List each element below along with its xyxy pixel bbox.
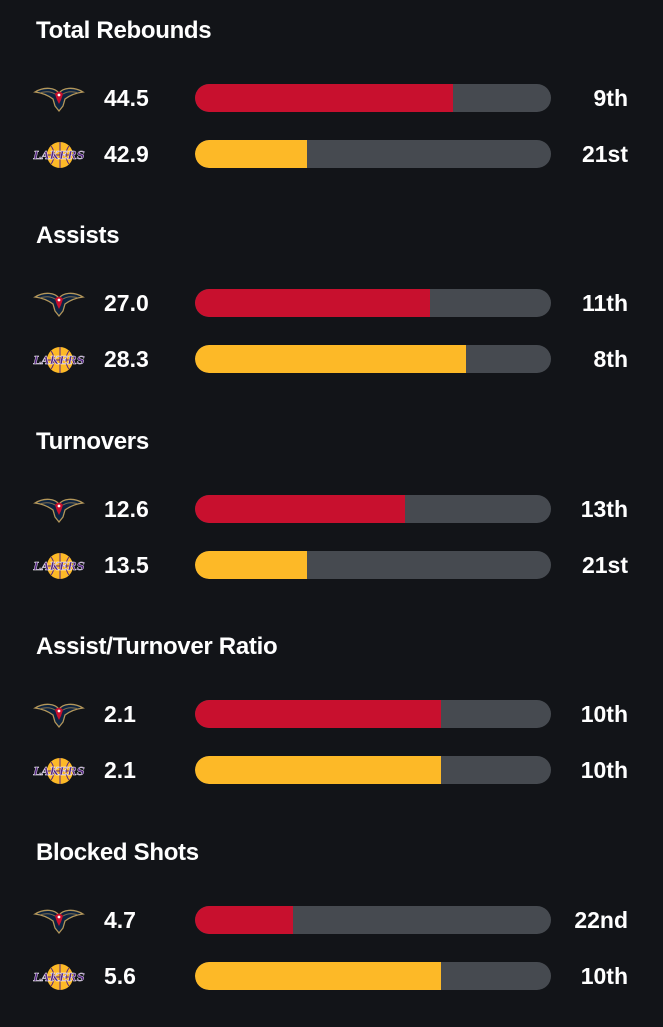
league-rank: 8th	[593, 346, 629, 372]
bar-fill	[195, 495, 405, 523]
section-title: Blocked Shots	[36, 839, 199, 866]
league-rank: 10th	[580, 963, 628, 989]
svg-text:LAKERS: LAKERS	[33, 354, 85, 367]
svg-text:LAKERS: LAKERS	[33, 765, 85, 778]
section-title: Turnovers	[36, 428, 149, 455]
league-rank: 13th	[580, 496, 628, 522]
stat-value: 44.5	[104, 85, 149, 111]
pelicans-logo-icon	[33, 904, 85, 936]
league-rank: 10th	[580, 757, 628, 783]
stat-row-lakers: LAKERS 13.5 21st	[0, 545, 663, 585]
stat-value: 12.6	[104, 496, 149, 522]
stat-row-pelicans: 2.1 10th	[0, 694, 663, 734]
section-title: Total Rebounds	[36, 17, 212, 44]
comparison-bar	[195, 962, 551, 990]
stat-row-lakers: LAKERS 2.1 10th	[0, 750, 663, 790]
stat-section-total-rebounds: Total Rebounds 44.5 9th LAKERS 42.9 21st	[0, 0, 663, 205]
comparison-bar	[195, 495, 551, 523]
stat-row-pelicans: 44.5 9th	[0, 78, 663, 118]
pelicans-logo-icon	[33, 82, 85, 114]
svg-text:LAKERS: LAKERS	[33, 971, 85, 984]
stat-value: 5.6	[104, 963, 136, 989]
comparison-bar	[195, 84, 551, 112]
stat-row-pelicans: 27.0 11th	[0, 283, 663, 323]
stat-value: 27.0	[104, 290, 149, 316]
stat-row-lakers: LAKERS 5.6 10th	[0, 956, 663, 996]
stat-section-turnovers: Turnovers 12.6 13th LAKERS 13.5 21st	[0, 411, 663, 616]
lakers-logo-icon: LAKERS	[33, 754, 85, 786]
comparison-bar	[195, 756, 551, 784]
comparison-bar	[195, 289, 551, 317]
pelicans-logo-icon	[33, 698, 85, 730]
comparison-bar	[195, 551, 551, 579]
bar-fill	[195, 289, 430, 317]
lakers-logo-icon: LAKERS	[33, 960, 85, 992]
svg-text:LAKERS: LAKERS	[33, 149, 85, 162]
stat-row-lakers: LAKERS 42.9 21st	[0, 134, 663, 174]
bar-fill	[195, 962, 441, 990]
comparison-bar	[195, 140, 551, 168]
stat-value: 28.3	[104, 346, 149, 372]
bar-fill	[195, 345, 466, 373]
comparison-bar	[195, 345, 551, 373]
league-rank: 21st	[581, 141, 628, 167]
lakers-logo-icon: LAKERS	[33, 138, 85, 170]
stat-value: 42.9	[104, 141, 149, 167]
stat-value: 2.1	[104, 701, 136, 727]
lakers-logo-icon: LAKERS	[33, 343, 85, 375]
pelicans-logo-icon	[33, 493, 85, 525]
comparison-bar	[195, 700, 551, 728]
lakers-logo-icon: LAKERS	[33, 549, 85, 581]
stat-value: 13.5	[104, 552, 149, 578]
pelicans-logo-icon	[33, 287, 85, 319]
comparison-bar	[195, 906, 551, 934]
stat-section-blocked-shots: Blocked Shots 4.7 22nd LAKERS 5.6 10th	[0, 822, 663, 1027]
league-rank: 10th	[580, 701, 628, 727]
league-rank: 11th	[581, 290, 628, 316]
bar-fill	[195, 84, 453, 112]
bar-fill	[195, 756, 441, 784]
stat-section-assists: Assists 27.0 11th LAKERS 28.3 8th	[0, 205, 663, 410]
bar-fill	[195, 700, 441, 728]
bar-fill	[195, 551, 307, 579]
league-rank: 21st	[581, 552, 628, 578]
svg-text:LAKERS: LAKERS	[33, 560, 85, 573]
section-title: Assist/Turnover Ratio	[36, 633, 278, 660]
stat-row-pelicans: 12.6 13th	[0, 489, 663, 529]
stat-value: 4.7	[104, 907, 136, 933]
bar-fill	[195, 906, 293, 934]
bar-fill	[195, 140, 307, 168]
stat-row-pelicans: 4.7 22nd	[0, 900, 663, 940]
stat-value: 2.1	[104, 757, 136, 783]
stat-section-assist-turnover-ratio: Assist/Turnover Ratio 2.1 10th LAKERS 2.…	[0, 616, 663, 821]
stat-row-lakers: LAKERS 28.3 8th	[0, 339, 663, 379]
league-rank: 22nd	[574, 907, 628, 933]
league-rank: 9th	[593, 85, 629, 111]
section-title: Assists	[36, 222, 120, 249]
